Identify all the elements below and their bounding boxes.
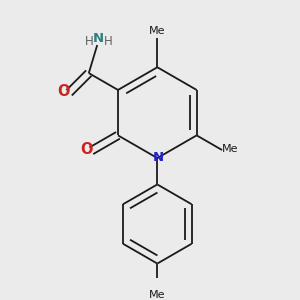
Text: O: O [58,84,70,99]
Text: N: N [93,32,104,45]
Text: N: N [153,151,164,164]
Text: Me: Me [222,144,238,154]
Text: Me: Me [149,26,166,37]
Text: Me: Me [149,290,166,300]
Text: O: O [80,142,92,157]
Text: H: H [104,35,113,48]
Text: H: H [85,35,93,48]
